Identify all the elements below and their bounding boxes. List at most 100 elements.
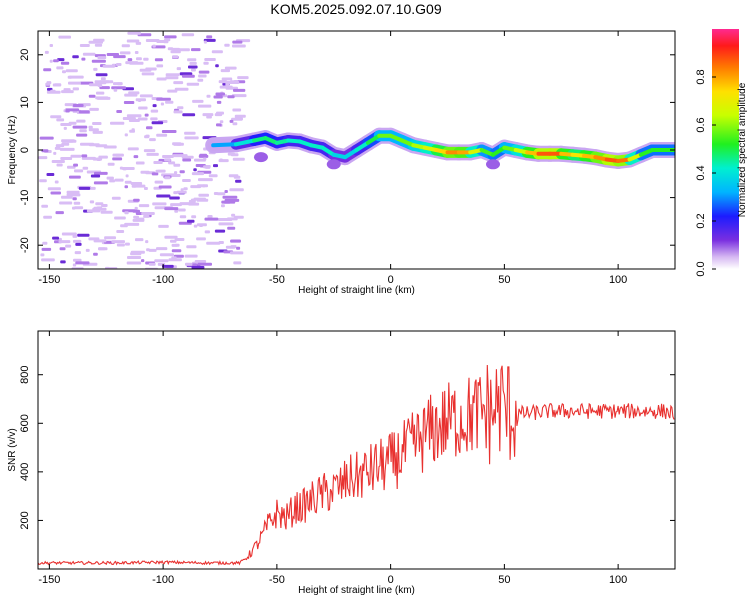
noise-speck xyxy=(145,39,160,42)
noise-speck xyxy=(182,74,195,78)
noise-speck xyxy=(144,135,150,139)
noise-speck xyxy=(146,248,150,252)
noise-speck xyxy=(93,239,107,243)
noise-speck xyxy=(197,262,212,266)
noise-speck xyxy=(69,175,81,179)
noise-speck xyxy=(76,119,86,123)
noise-speck xyxy=(184,254,198,258)
noise-speck xyxy=(112,153,124,157)
snr-axes: -150 -100 -50 0 50 100 200 400 600 800 Height of s… xyxy=(7,331,675,596)
y-tick-label: -10 xyxy=(19,190,31,206)
ridge-core-segment xyxy=(638,148,655,157)
noise-speck xyxy=(233,175,241,179)
snr-line xyxy=(38,364,675,566)
noise-speck xyxy=(184,131,196,135)
noise-speck xyxy=(135,217,145,221)
noise-speck xyxy=(78,186,91,190)
noise-speck xyxy=(111,86,126,90)
noise-speck xyxy=(206,241,221,245)
noise-speck xyxy=(148,248,157,252)
noise-speck xyxy=(101,204,108,207)
colorbar-tick-label: 0.0 xyxy=(695,261,707,276)
noise-speck xyxy=(68,75,84,79)
noise-speck xyxy=(156,133,168,137)
noise-speck xyxy=(169,196,180,200)
noise-speck xyxy=(55,211,64,215)
x-tick-label: -100 xyxy=(152,574,174,586)
x-tick-label: 100 xyxy=(609,274,627,286)
noise-speck xyxy=(233,261,242,265)
noise-speck xyxy=(116,230,125,233)
noise-speck xyxy=(138,204,150,208)
noise-speck xyxy=(114,178,124,182)
noise-speck xyxy=(220,69,230,73)
noise-speck xyxy=(191,48,201,52)
noise-speck xyxy=(41,247,52,251)
noise-speck xyxy=(88,128,99,132)
noise-speck xyxy=(197,78,204,82)
noise-speck xyxy=(227,152,236,156)
noise-speck xyxy=(168,258,182,262)
noise-speck xyxy=(172,55,179,59)
noise-speck xyxy=(93,181,108,185)
noise-speck xyxy=(164,158,171,162)
noise-speck xyxy=(58,35,71,39)
noise-speck xyxy=(93,252,98,256)
noise-speck xyxy=(203,61,209,65)
noise-speck xyxy=(86,209,101,213)
noise-speck xyxy=(221,77,233,81)
noise-speck xyxy=(60,61,70,65)
noise-speck xyxy=(72,206,76,210)
noise-speck xyxy=(95,96,109,100)
ridge-core-segment xyxy=(354,140,370,152)
noise-speck xyxy=(91,59,106,63)
noise-speck xyxy=(216,100,222,104)
noise-speck xyxy=(156,194,171,198)
noise-speck xyxy=(92,130,103,134)
noise-speck xyxy=(126,261,142,265)
noise-speck xyxy=(135,41,142,45)
noise-speck xyxy=(221,204,225,208)
noise-speck xyxy=(127,147,139,151)
noise-speck xyxy=(154,180,164,184)
noise-speck xyxy=(188,65,198,69)
noise-speck xyxy=(53,151,57,155)
noise-speck xyxy=(124,133,128,137)
noise-speck xyxy=(218,222,234,226)
noise-speck xyxy=(203,165,209,169)
noise-speck xyxy=(144,187,148,190)
noise-speck xyxy=(39,179,47,183)
noise-speck xyxy=(44,50,49,54)
noise-speck xyxy=(193,168,197,172)
noise-speck xyxy=(229,188,244,192)
noise-speck xyxy=(93,67,98,71)
noise-speck xyxy=(77,233,90,237)
noise-speck xyxy=(79,129,87,133)
noise-speck xyxy=(156,247,168,251)
noise-speck xyxy=(88,125,93,129)
noise-speck xyxy=(121,44,130,48)
noise-speck xyxy=(190,185,202,189)
noise-speck xyxy=(72,263,77,267)
noise-speck xyxy=(163,40,169,44)
noise-speck xyxy=(144,113,149,117)
noise-speck xyxy=(93,38,105,42)
colorbar-label: Normalized spectral amplitude xyxy=(737,82,748,217)
noise-speck xyxy=(74,251,81,255)
noise-speck xyxy=(165,100,174,104)
noise-speck xyxy=(191,68,196,72)
noise-speck xyxy=(99,86,110,90)
noise-speck xyxy=(157,169,166,173)
noise-speck xyxy=(170,203,182,207)
noise-speck xyxy=(182,179,191,182)
ridge-core-segment xyxy=(491,145,507,157)
colorbar-tick-label: 0.6 xyxy=(695,117,707,132)
noise-speck xyxy=(152,202,167,206)
noise-speck xyxy=(143,214,150,218)
noise-speck xyxy=(135,238,144,242)
noise-speck xyxy=(224,198,240,202)
noise-speck xyxy=(42,241,48,245)
noise-speck xyxy=(191,172,204,176)
noise-speck xyxy=(199,224,203,227)
x-axis-label: Height of straight line (km) xyxy=(298,585,415,596)
